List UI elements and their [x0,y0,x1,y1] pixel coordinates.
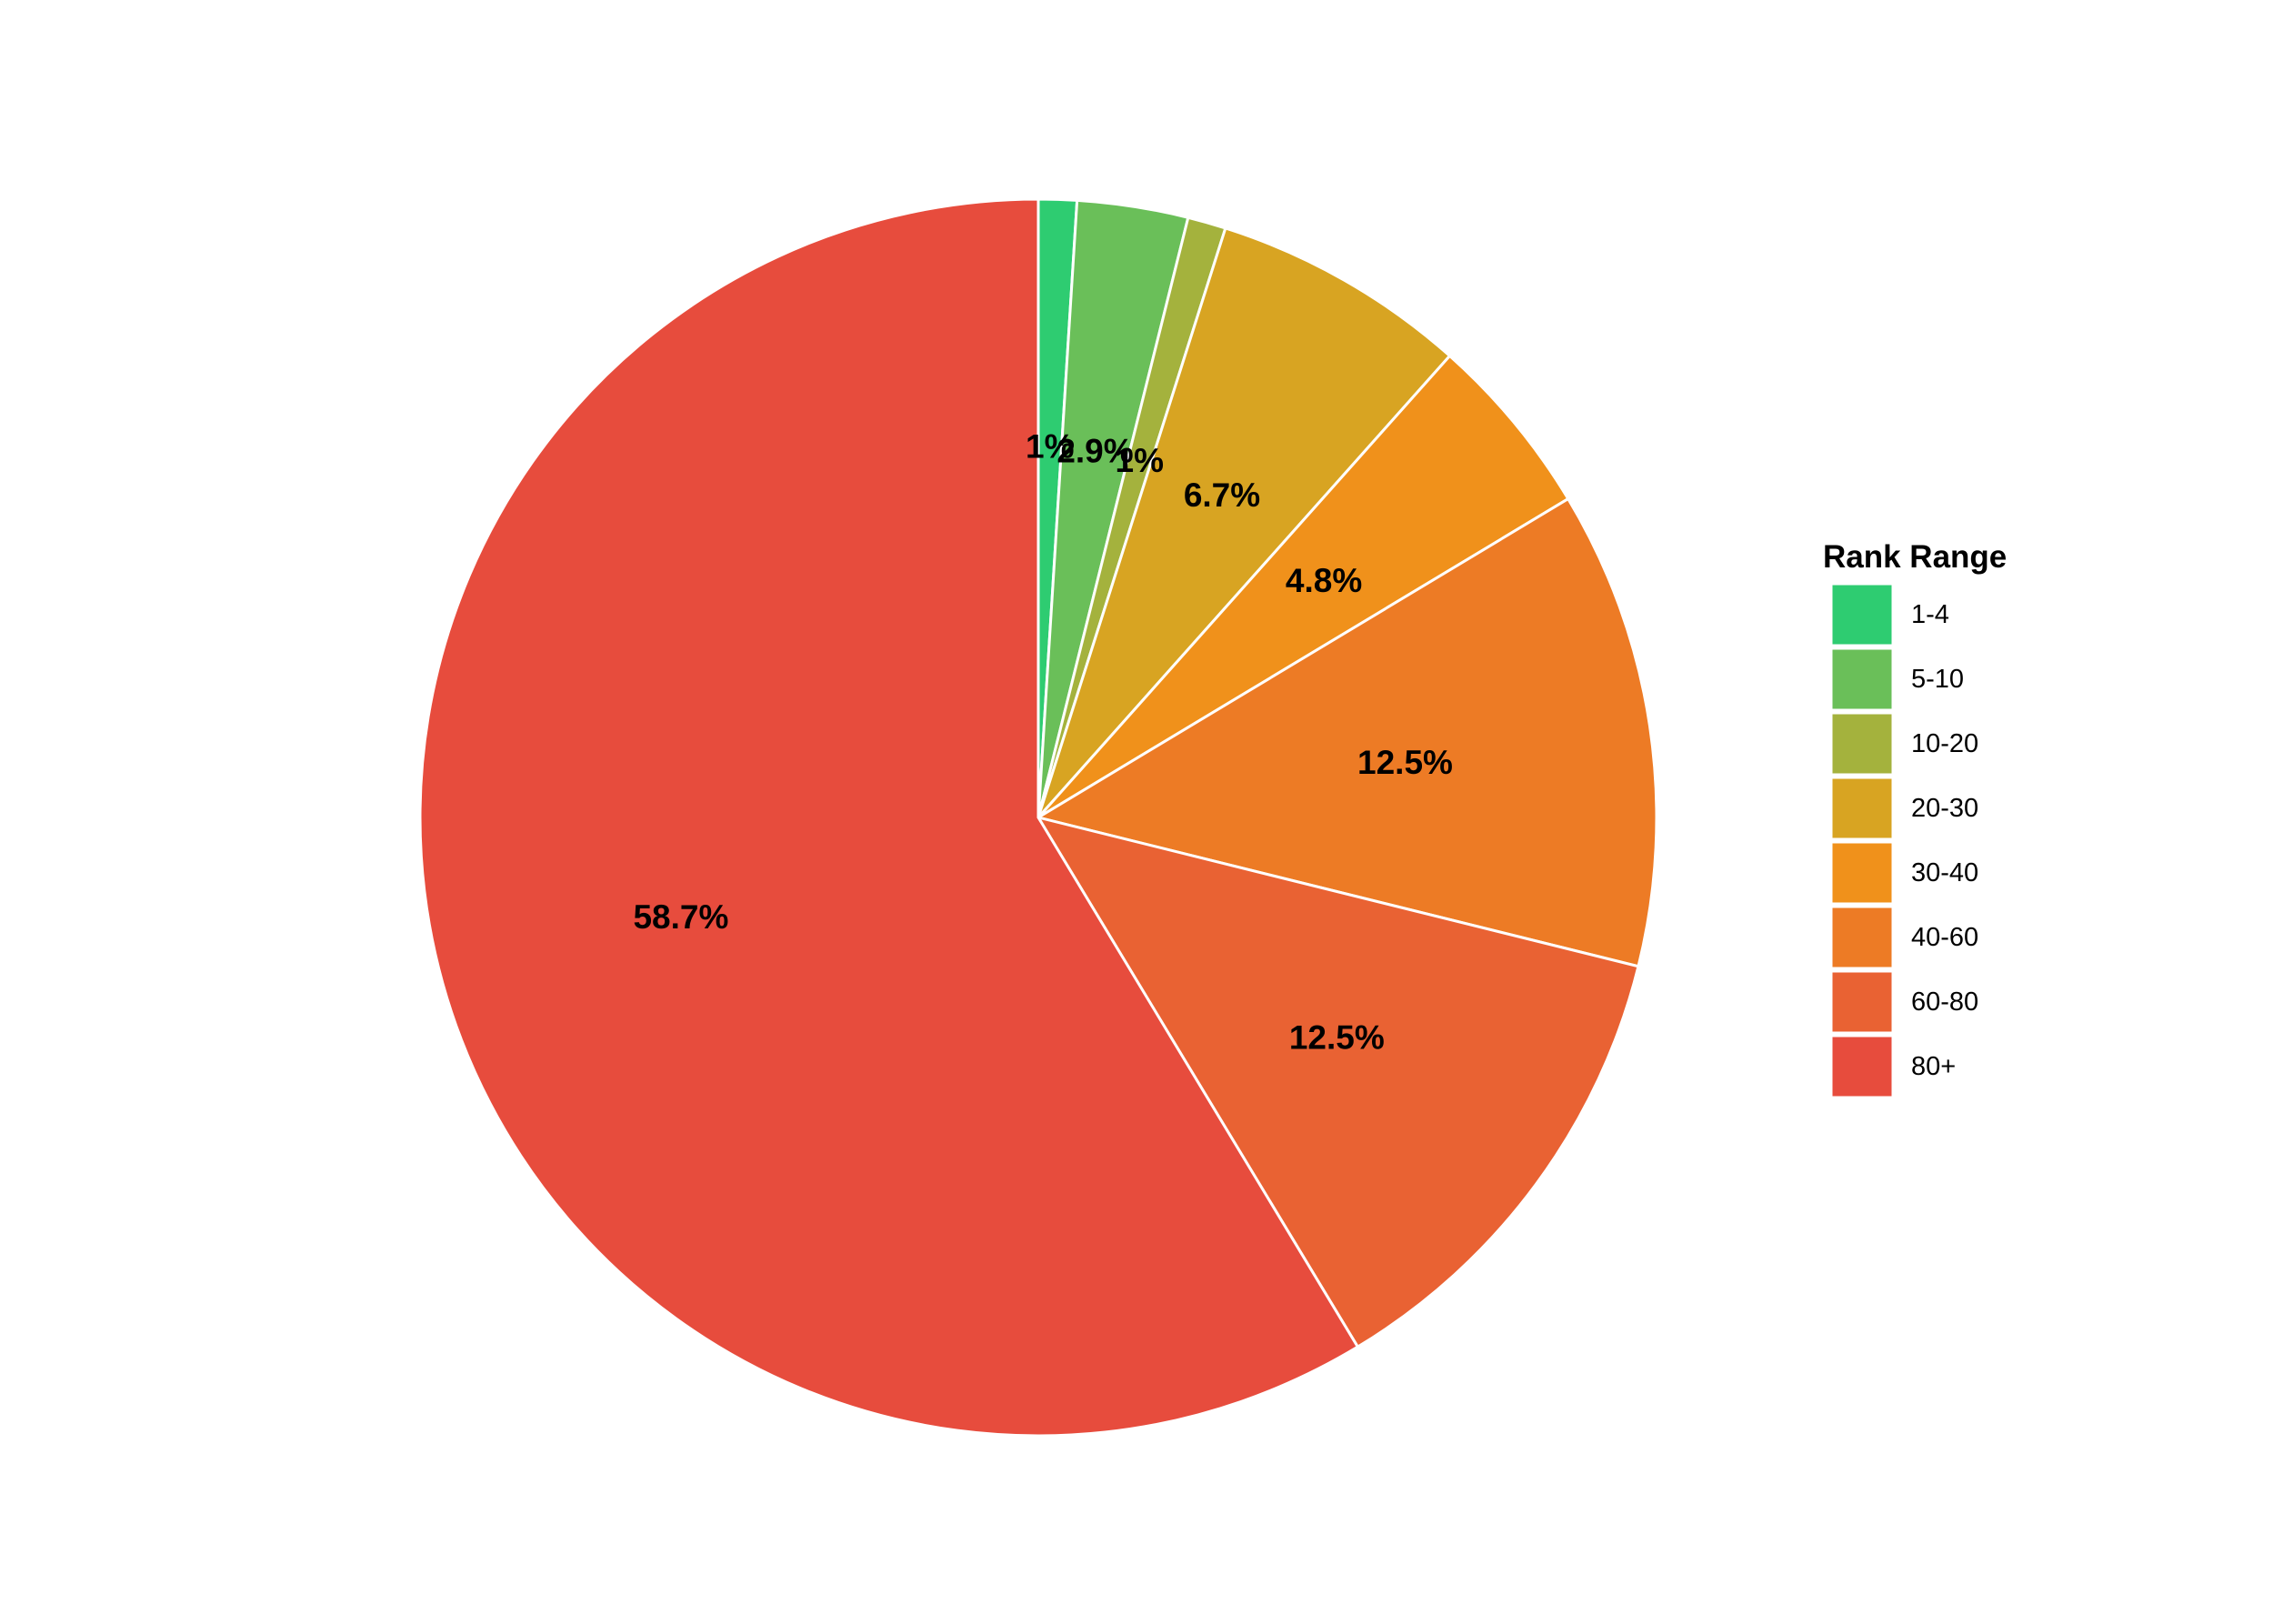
legend-items: 1-4 5-10 10-20 20-30 30-40 40-60 60-80 80+ [1829,582,1978,1099]
legend-label-80+: 80+ [1911,1052,1956,1081]
slice-label-10-20: 1% [1116,442,1164,479]
legend-label-60-80: 60-80 [1911,987,1978,1017]
legend-key-20-30 [1829,776,1895,841]
legend-label-20-30: 20-30 [1911,794,1978,823]
legend-label-40-60: 40-60 [1911,923,1978,952]
legend-key-10-20 [1829,711,1895,777]
legend-key-40-60 [1829,905,1895,970]
slice-label-20-30: 6.7% [1184,476,1260,514]
pie-slices [418,197,1658,1438]
pie-slice-40-60 [1035,496,1658,968]
slice-label-30-40: 4.8% [1286,562,1362,599]
legend-label-30-40: 30-40 [1911,858,1978,887]
legend-title: Rank Range [1823,539,2007,575]
legend-key-30-40 [1829,840,1895,906]
legend-key-60-80 [1829,969,1895,1035]
legend-label-10-20: 10-20 [1911,729,1978,758]
pie-slice-20-30 [1036,226,1452,818]
slice-label-60-80: 12.5% [1289,1019,1385,1057]
pie-slice-30-40 [1036,354,1570,819]
legend-key-5-10 [1829,647,1895,712]
slice-label-1-4: 1% [1026,428,1074,466]
slice-label-5-10: 2.9% [1056,432,1133,469]
slice-label-80+: 58.7% [633,898,728,936]
pie-slice-labels: 1%2.9%1% 6.7% 4.8% 12.5% 12.5% 58.7% [633,428,1453,1057]
pie-slice-60-80 [1035,815,1640,1349]
legend-label-1-4: 1-4 [1911,600,1949,629]
legend-label-5-10: 5-10 [1911,665,1964,694]
legend-key-80+ [1829,1034,1895,1099]
legend: Rank Range 1-4 5-10 10-20 20-30 30-40 40-60 60… [1823,539,2007,1099]
pie-slice-80+ [418,197,1360,1438]
slice-label-40-60: 12.5% [1357,744,1453,781]
legend-key-1-4 [1829,582,1895,647]
